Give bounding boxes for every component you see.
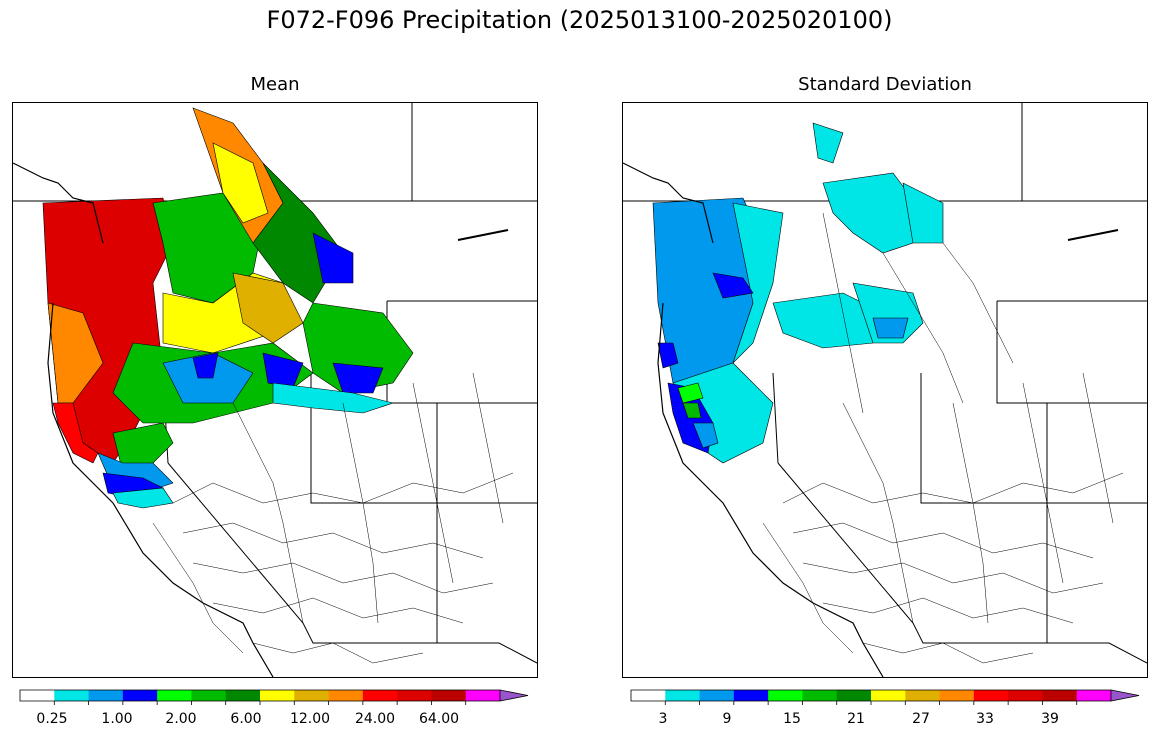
- lake-superior: [457, 229, 509, 241]
- colorbar-segment: [294, 690, 330, 701]
- colorbar-segment: [362, 690, 398, 701]
- colorbar-segment: [939, 690, 975, 701]
- colorbar-segment: [88, 690, 124, 701]
- colorbar-segment: [802, 690, 838, 701]
- colorbar-segment: [122, 690, 158, 701]
- colorbar-segment: [905, 690, 941, 701]
- colorbar-mean-tick-label: 24.00: [354, 711, 396, 727]
- colorbar-std-tick-label: 27: [912, 711, 930, 727]
- colorbar-mean-tick-label: 2.00: [165, 711, 197, 727]
- colorbar-segment: [328, 690, 364, 701]
- colorbar-segment: [465, 690, 501, 701]
- colorbar-mean: [19, 689, 529, 705]
- std-precip-basins: [652, 122, 944, 464]
- colorbar-std-tick-label: 9: [722, 711, 732, 727]
- colorbar-mean-tick-label: 12.00: [289, 711, 331, 727]
- colorbar-segment: [836, 690, 872, 701]
- colorbar-segment: [871, 690, 906, 701]
- panel-title-std: Standard Deviation: [798, 74, 972, 95]
- colorbar-segment: [631, 690, 666, 701]
- colorbar-segment: [157, 690, 192, 701]
- colorbar-segment: [431, 690, 467, 701]
- colorbar-segment: [1008, 690, 1043, 701]
- colorbar-std-tick-label: 39: [1041, 711, 1059, 727]
- colorbar-mean-tick-label: 6.00: [230, 711, 262, 727]
- map-panel-std: [622, 102, 1148, 678]
- basin-outlines: [762, 212, 1124, 664]
- basin-outlines: [152, 372, 514, 664]
- colorbars-layer: [19, 689, 1140, 705]
- colorbar-segment: [191, 690, 227, 701]
- colorbar-extend-arrow: [1110, 689, 1140, 702]
- colorbar-segment: [20, 690, 55, 701]
- colorbar-mean-tick-label: 0.25: [36, 711, 68, 727]
- std-map: [623, 103, 1147, 677]
- colorbar-segment: [973, 690, 1009, 701]
- colorbar-std-tick-label: 33: [976, 711, 994, 727]
- colorbar-segment: [225, 690, 261, 701]
- coastline: [623, 162, 714, 244]
- colorbar-segment: [1042, 690, 1078, 701]
- colorbar-segment: [768, 690, 803, 701]
- colorbar-extend-arrow: [499, 689, 529, 702]
- state-borders: [623, 103, 1147, 664]
- colorbar-segment: [665, 690, 701, 701]
- colorbar-std-tick-label: 15: [783, 711, 801, 727]
- colorbar-segment: [699, 690, 735, 701]
- coastline: [657, 302, 884, 677]
- map-panel-mean: [12, 102, 538, 678]
- colorbar-segment: [733, 690, 769, 701]
- colorbar-std-tick-label: 21: [847, 711, 865, 727]
- lake-superior: [1067, 229, 1119, 241]
- colorbar-segment: [1076, 690, 1112, 701]
- panel-title-mean: Mean: [250, 74, 300, 95]
- colorbar-segment: [54, 690, 90, 701]
- colorbar-std-tick-label: 3: [658, 711, 668, 727]
- colorbar-std: [630, 689, 1140, 705]
- colorbar-mean-tick-label: 1.00: [101, 711, 133, 727]
- coastline: [47, 302, 274, 677]
- colorbar-segment: [260, 690, 295, 701]
- colorbar-segment: [397, 690, 432, 701]
- colorbar-mean-tick-label: 64.00: [418, 711, 460, 727]
- mean-precip-basins: [42, 107, 414, 509]
- coastline: [13, 162, 104, 244]
- mean-map: [13, 103, 537, 677]
- figure-title: F072-F096 Precipitation (2025013100-2025…: [266, 6, 893, 34]
